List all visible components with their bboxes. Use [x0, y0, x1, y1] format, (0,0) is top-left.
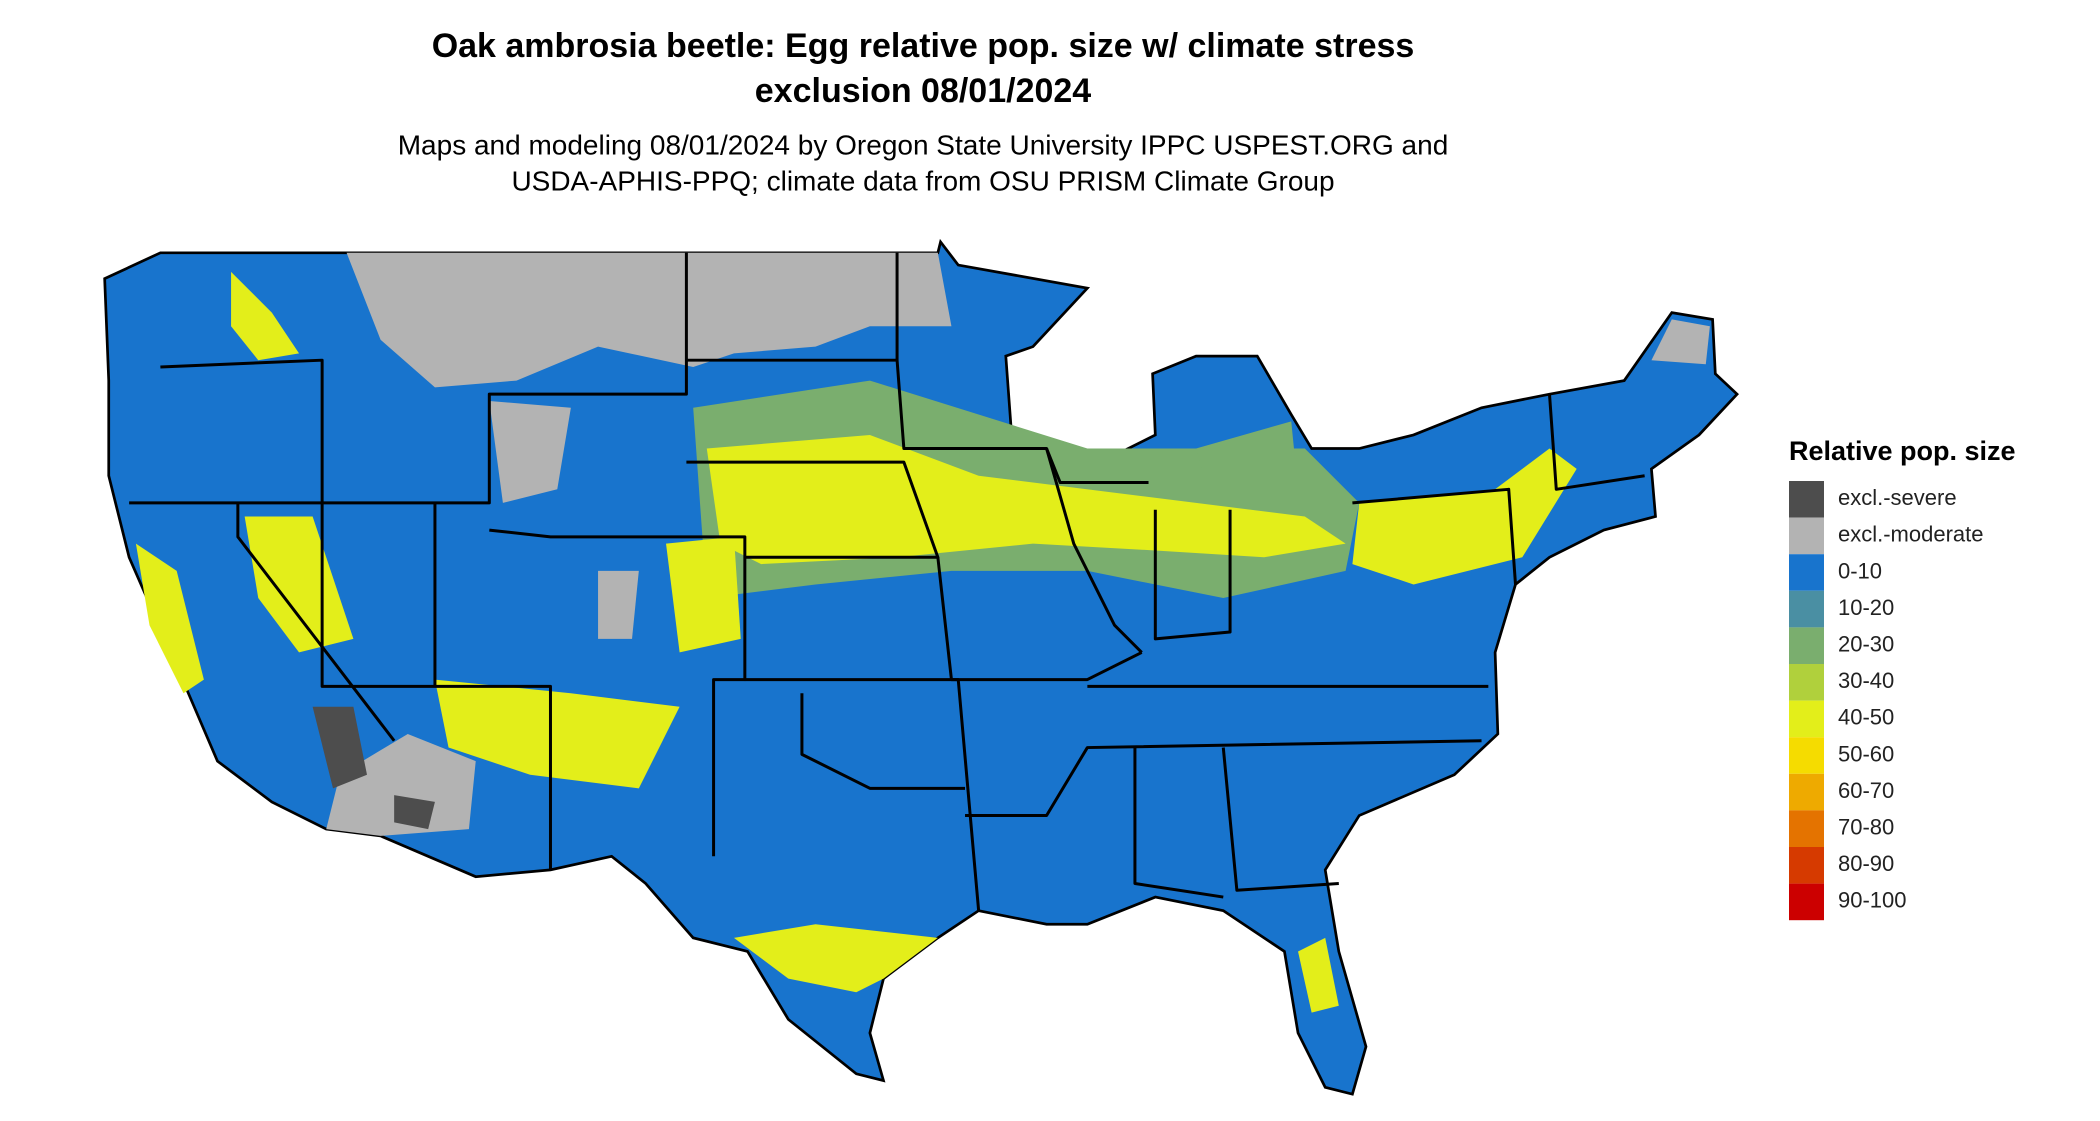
legend-swatch [1789, 590, 1824, 628]
legend-swatch [1789, 664, 1824, 701]
state-borders [129, 252, 1645, 911]
legend-label: 10-20 [1838, 595, 1894, 620]
legend-label: 90-100 [1838, 888, 1907, 913]
legend-swatch [1789, 810, 1824, 847]
title: Oak ambrosia beetle: Egg relative pop. s… [432, 27, 1415, 65]
legend-label: 20-30 [1838, 632, 1894, 657]
legend-label: 60-70 [1838, 778, 1894, 803]
legend-label: 70-80 [1838, 815, 1894, 840]
legend-swatch [1789, 847, 1824, 884]
legend-label: 40-50 [1838, 705, 1894, 730]
excluded-areas [326, 252, 1710, 836]
legend-swatch [1789, 700, 1824, 738]
legend-swatch [1789, 554, 1824, 591]
legend-label: 30-40 [1838, 668, 1894, 693]
us-land [103, 238, 1739, 1096]
legend-label: excl.-severe [1838, 485, 1957, 510]
legend-label: 50-60 [1838, 741, 1894, 766]
legend-swatch [1789, 883, 1824, 921]
legend-title: Relative pop. size [1789, 436, 2016, 466]
subtitle: Maps and modeling 08/01/2024 by Oregon S… [398, 129, 1449, 160]
legend-swatch [1789, 773, 1824, 811]
high-areas [135, 271, 1577, 1013]
legend-swatch [1789, 481, 1824, 518]
excluded-severe [312, 706, 435, 830]
legend-swatch [1789, 627, 1824, 664]
subtitle: USDA-APHIS-PPQ; climate data from OSU PR… [511, 165, 1334, 196]
title: exclusion 08/01/2024 [755, 72, 1092, 110]
legend-label: excl.-moderate [1838, 522, 1984, 547]
legend-label: 0-10 [1838, 558, 1882, 583]
legend: Relative pop. size excl.-severe excl.-mod… [1789, 436, 2016, 921]
legend-swatch [1789, 517, 1824, 555]
legend-label: 80-90 [1838, 851, 1894, 876]
legend-swatch [1789, 737, 1824, 774]
us-map [103, 238, 1739, 1096]
